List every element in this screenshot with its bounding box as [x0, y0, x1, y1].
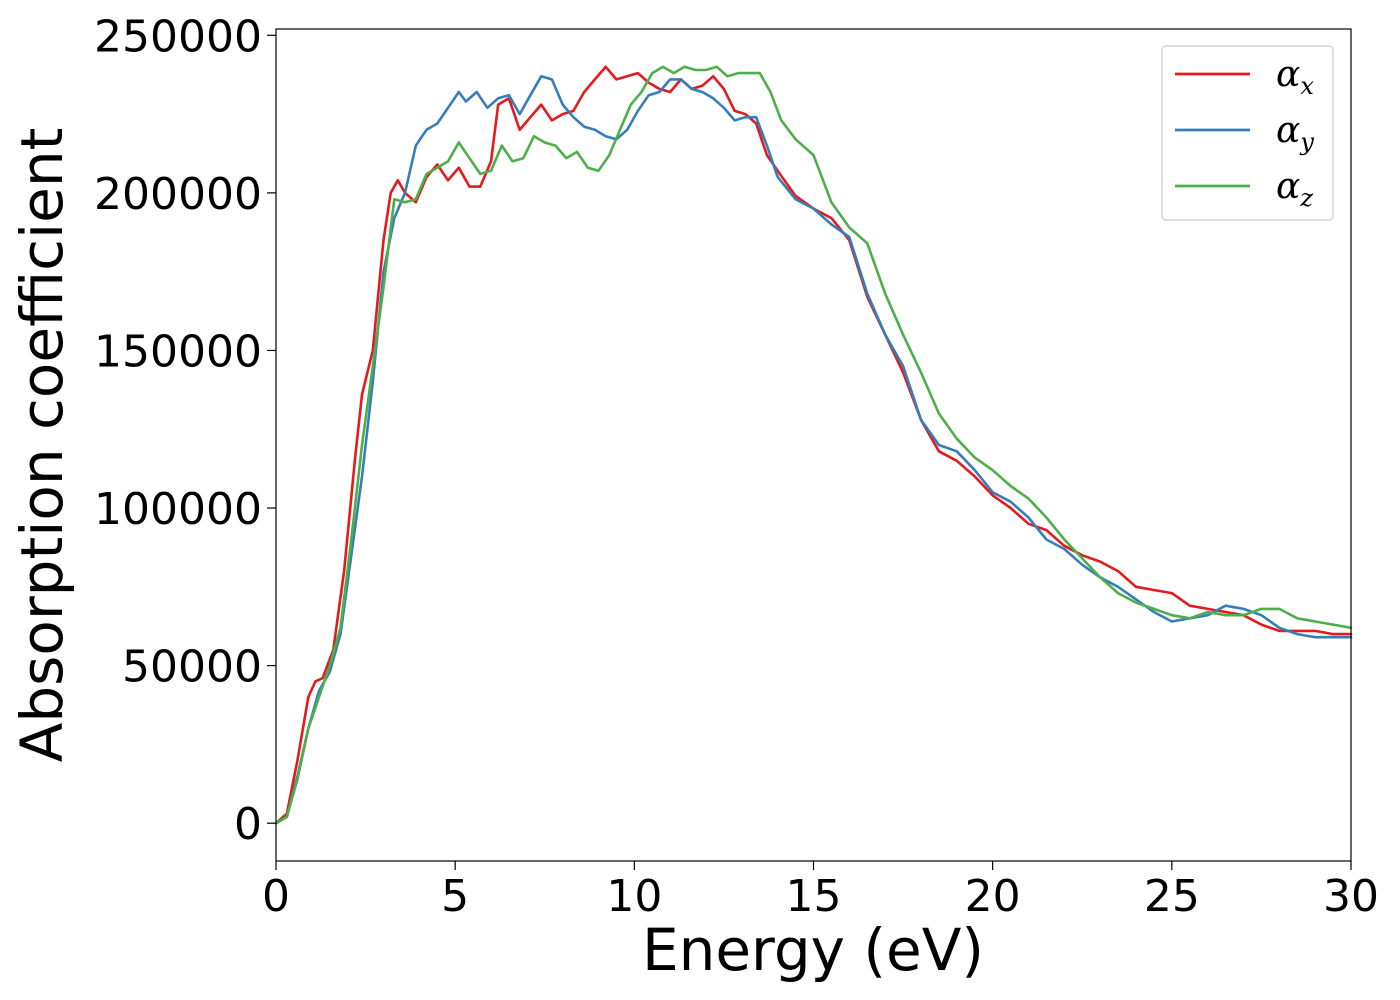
x-tick-label: 10: [606, 871, 662, 922]
y-tick-label: 0: [234, 799, 262, 850]
y-tick-label: 250000: [94, 11, 262, 62]
y-axis: 0 50000 100000 150000 200000 250000: [94, 11, 276, 850]
x-axis: 0 5 10 15 20 25 30: [262, 861, 1379, 922]
series-layer: [274, 65, 1353, 825]
series-line-y: [274, 75, 1353, 825]
x-tick-label: 0: [262, 871, 290, 922]
x-tick-label: 20: [965, 871, 1021, 922]
y-tick-label: 50000: [122, 642, 262, 693]
y-tick-label: 150000: [94, 326, 262, 377]
x-tick-label: 25: [1144, 871, 1200, 922]
x-tick-label: 30: [1323, 871, 1379, 922]
x-tick-label: 5: [441, 871, 469, 922]
y-tick-label: 100000: [94, 484, 262, 535]
x-tick-label: 15: [786, 871, 842, 922]
legend-box: [1161, 45, 1334, 221]
y-tick-label: 200000: [94, 169, 262, 220]
y-axis-title: Absorption coefficient: [8, 128, 76, 763]
series-line-z: [274, 65, 1353, 825]
x-axis-title: Energy (eV): [642, 916, 984, 984]
